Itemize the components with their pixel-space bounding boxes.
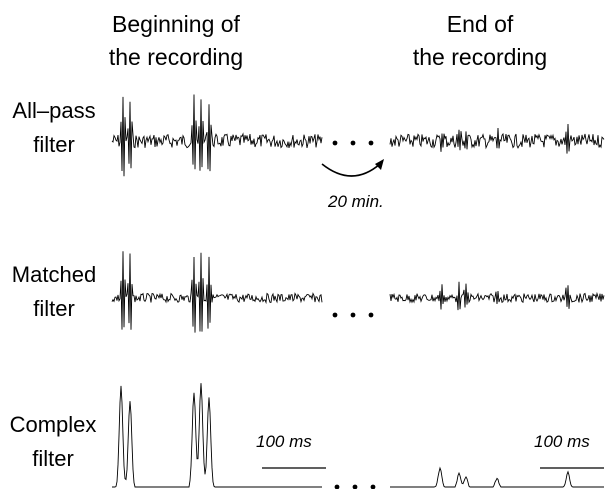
column-header-beginning-line2: the recording bbox=[96, 41, 256, 74]
trace-matched-beginning bbox=[112, 251, 322, 332]
row-label-matched-line2: filter bbox=[0, 292, 108, 326]
ellipsis-dots-row-1 bbox=[333, 313, 374, 318]
column-header-end: End of the recording bbox=[400, 8, 560, 74]
trace-all-pass-beginning bbox=[112, 95, 322, 177]
column-header-end-line1: End of bbox=[400, 8, 560, 41]
row-label-all-pass-line2: filter bbox=[0, 128, 108, 162]
gap-arrow bbox=[322, 159, 384, 176]
row-label-all-pass-line1: All–pass bbox=[0, 94, 108, 128]
row-label-matched: Matched filter bbox=[0, 258, 108, 326]
row-label-complex-line2: filter bbox=[0, 442, 106, 476]
row-label-all-pass: All–pass filter bbox=[0, 94, 108, 162]
trace-layer bbox=[112, 95, 604, 488]
gap-duration-label: 20 min. bbox=[328, 192, 384, 212]
column-header-beginning-line1: Beginning of bbox=[96, 8, 256, 41]
row-label-matched-line1: Matched bbox=[0, 258, 108, 292]
column-header-beginning: Beginning of the recording bbox=[96, 8, 256, 74]
ellipsis-dots-row-2 bbox=[335, 485, 376, 489]
ellipsis-dots-row-0 bbox=[333, 141, 374, 146]
row-label-complex: Complex filter bbox=[0, 408, 106, 476]
scale-bar-label-end: 100 ms bbox=[534, 432, 590, 452]
row-label-complex-line1: Complex bbox=[0, 408, 106, 442]
trace-complex-end bbox=[390, 468, 604, 487]
scale-bar-label-beginning: 100 ms bbox=[256, 432, 312, 452]
column-header-end-line2: the recording bbox=[400, 41, 560, 74]
trace-matched-end bbox=[390, 282, 604, 310]
trace-all-pass-end bbox=[390, 124, 604, 154]
